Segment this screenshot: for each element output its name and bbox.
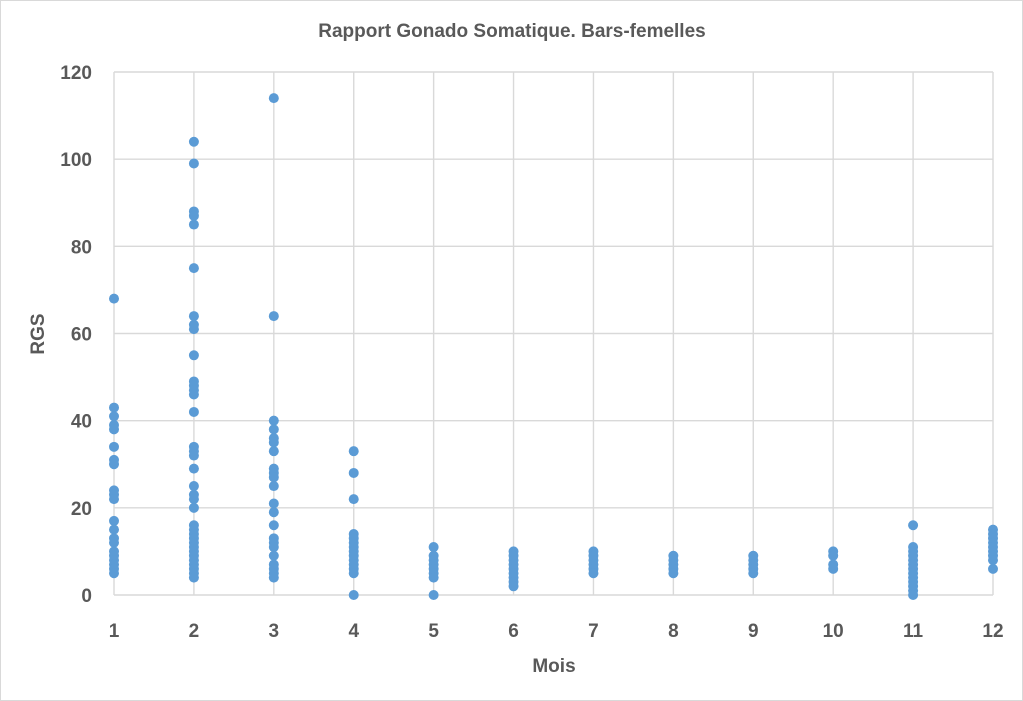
chart-title: Rapport Gonado Somatique. Bars-femelles <box>318 21 705 42</box>
data-point <box>188 494 199 505</box>
data-point <box>268 520 279 531</box>
data-point <box>109 524 119 535</box>
data-point <box>268 311 279 322</box>
y-tick-label: 0 <box>81 586 92 607</box>
data-point <box>109 537 119 548</box>
x-tick-label: 10 <box>823 621 844 642</box>
data-point <box>828 550 839 561</box>
data-point <box>428 590 439 600</box>
data-point <box>828 563 839 574</box>
data-point <box>188 324 199 335</box>
data-point <box>268 415 279 426</box>
data-point <box>109 441 119 452</box>
data-point <box>908 590 919 600</box>
data-point <box>428 542 439 553</box>
y-tick-label: 100 <box>60 150 92 171</box>
x-tick-label: 4 <box>348 621 359 642</box>
data-point <box>268 472 279 483</box>
data-point <box>109 459 119 470</box>
x-tick-labels: 1 2 3 4 5 6 7 8 9 10 11 12 <box>109 621 1004 642</box>
data-point <box>109 424 119 435</box>
x-tick-label: 11 <box>903 621 924 642</box>
x-tick-label: 3 <box>269 621 280 642</box>
data-point <box>988 555 998 566</box>
y-tick-label: 20 <box>71 499 92 520</box>
data-point <box>268 437 279 448</box>
data-point <box>268 507 279 518</box>
x-tick-label: 2 <box>189 621 200 642</box>
x-tick-label: 12 <box>982 621 1003 642</box>
x-tick-label: 1 <box>109 621 120 642</box>
data-point <box>428 572 439 583</box>
data-point <box>268 446 279 457</box>
data-point <box>268 550 279 561</box>
data-point <box>109 494 119 505</box>
y-tick-labels: 0 20 40 60 80 100 120 <box>60 63 92 607</box>
y-tick-label: 40 <box>71 412 92 433</box>
data-point <box>188 350 199 361</box>
data-point <box>188 263 199 274</box>
x-tick-label: 7 <box>588 621 599 642</box>
data-point <box>188 389 199 400</box>
data-point <box>188 136 199 147</box>
data-point <box>748 568 759 579</box>
data-point <box>348 494 359 505</box>
x-tick-label: 6 <box>508 621 519 642</box>
x-tick-label: 8 <box>668 621 679 642</box>
data-point <box>188 406 199 417</box>
data-point <box>109 402 119 413</box>
data-point <box>268 93 279 104</box>
data-point <box>109 568 119 579</box>
data-point <box>348 467 359 478</box>
data-point <box>268 498 279 509</box>
x-tick-label: 5 <box>428 621 439 642</box>
data-point <box>268 424 279 435</box>
data-point <box>188 450 199 461</box>
data-point <box>988 563 998 574</box>
data-point <box>109 293 119 304</box>
y-tick-label: 80 <box>71 237 92 258</box>
y-tick-label: 120 <box>60 63 92 84</box>
data-point <box>188 481 199 492</box>
data-point <box>188 210 199 221</box>
data-point <box>348 568 359 579</box>
x-axis-title: Mois <box>532 656 575 677</box>
data-point <box>668 568 679 579</box>
data-point <box>268 572 279 583</box>
data-point <box>348 446 359 457</box>
data-point <box>188 158 199 169</box>
data-point <box>109 515 119 526</box>
data-point <box>188 219 199 230</box>
gridlines <box>113 71 994 596</box>
data-points <box>109 93 998 600</box>
data-point <box>268 481 279 492</box>
data-point <box>188 572 199 583</box>
data-point <box>348 590 359 600</box>
data-point <box>268 542 279 553</box>
data-point <box>188 463 199 474</box>
data-point <box>109 411 119 422</box>
data-point <box>908 520 919 531</box>
data-point <box>188 311 199 322</box>
y-tick-label: 60 <box>71 325 92 346</box>
y-axis-title: RGS <box>28 313 49 354</box>
data-point <box>588 568 599 579</box>
x-tick-label: 9 <box>748 621 759 642</box>
data-point <box>508 581 519 592</box>
data-point <box>188 502 199 513</box>
